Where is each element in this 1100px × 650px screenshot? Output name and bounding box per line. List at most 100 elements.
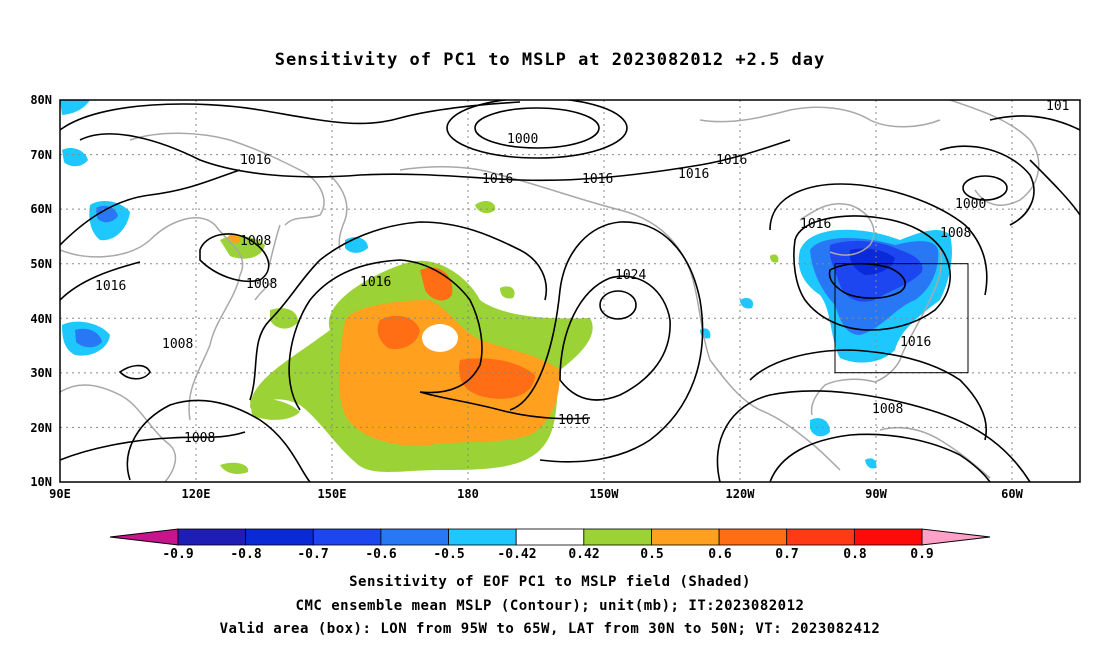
colorbar-swatch	[853, 528, 923, 546]
contour-labels: 1000 1016 1016 1016 1016 1016 1008 1008 …	[95, 99, 1069, 446]
grid-lines	[60, 100, 1080, 482]
contour-label: 1016	[240, 153, 271, 168]
negative-shading-cyan	[345, 237, 368, 253]
colorbar-swatch	[312, 528, 382, 546]
colorbar-label: -0.8	[230, 547, 261, 562]
contour-label: 1016	[900, 335, 931, 350]
contour-label: 1024	[615, 268, 646, 283]
colorbar-label: -0.42	[497, 547, 536, 562]
positive-shading-green	[500, 286, 515, 299]
lon-label: 120E	[182, 487, 211, 501]
contour-line	[419, 391, 591, 420]
colorbar-swatch	[380, 528, 449, 546]
lat-label: 80N	[30, 93, 52, 107]
plot-frame	[59, 99, 1081, 483]
contour-label: 1016	[800, 217, 831, 232]
contour-line	[60, 431, 246, 461]
lat-label: 10N	[30, 475, 52, 489]
colorbar-swatch	[583, 528, 652, 546]
contour-label: 1016	[582, 172, 613, 187]
positive-shading-orange	[228, 234, 241, 244]
map-title: Sensitivity of PC1 to MSLP at 2023082012…	[274, 50, 826, 70]
contour-line	[474, 107, 600, 149]
contour-line	[126, 399, 311, 482]
negative-shading-cyan	[700, 328, 711, 339]
contour-line	[599, 290, 637, 320]
contour-label: 1008	[240, 234, 271, 249]
colorbar-arrow-right	[921, 528, 991, 546]
contour-label: 1016	[716, 153, 747, 168]
contour-label: 1008	[940, 226, 971, 241]
colorbar-label: -0.6	[365, 547, 396, 562]
lat-label: 40N	[30, 312, 52, 326]
gulf-coastline	[810, 378, 876, 416]
contour-line	[989, 115, 1080, 131]
north-america-coastline	[709, 359, 841, 471]
lat-label: 60N	[30, 202, 52, 216]
colorbar-label: 0.7	[775, 547, 798, 562]
lon-label: 180	[457, 487, 479, 501]
contour-label: 1008	[872, 402, 903, 417]
contour-label: 101	[1046, 99, 1069, 114]
contour-line	[769, 433, 991, 482]
contour-line	[249, 221, 547, 401]
contour-label: 1000	[955, 197, 986, 212]
colorbar-swatch	[515, 528, 585, 546]
contour-line	[769, 183, 988, 296]
lat-label: 70N	[30, 148, 52, 162]
lat-label: 20N	[30, 421, 52, 435]
negative-shading-navy	[849, 248, 895, 275]
colorbar-swatch	[651, 528, 720, 546]
lon-label: 150W	[590, 487, 620, 501]
positive-shading-green	[770, 254, 779, 263]
positive-shading-green	[250, 398, 300, 420]
contour-label: 1016	[678, 167, 709, 182]
positive-shading-green	[475, 200, 496, 214]
colorbar-swatch	[245, 528, 314, 546]
positive-shading-green	[220, 462, 249, 474]
lat-label: 30N	[30, 366, 52, 380]
positive-shading-darkorange	[377, 315, 420, 350]
hudson-coastline	[799, 203, 875, 256]
lon-label: 90W	[865, 487, 887, 501]
longitude-labels: 90E 120E 150E 180 150W 120W 90W 60W	[49, 487, 1023, 501]
mslp-contours	[60, 100, 1080, 482]
asia-coastline	[129, 132, 325, 226]
colorbar-arrow-left	[109, 528, 179, 546]
contour-line	[60, 101, 521, 131]
contour-label: 1016	[482, 172, 513, 187]
contour-label: 1000	[507, 132, 538, 147]
kamchatka-coastline	[329, 174, 348, 251]
valid-area-box	[834, 263, 969, 374]
colorbar-swatch	[718, 528, 788, 546]
colorbar-label: 0.8	[843, 547, 867, 562]
contour-label: 1008	[246, 277, 277, 292]
contour-label: 1016	[360, 275, 391, 290]
contour-line	[559, 275, 671, 401]
colorbar-label: 0.9	[910, 547, 933, 562]
contour-label: 1016	[558, 413, 589, 428]
negative-shading-cyan	[60, 100, 90, 115]
colorbar: -0.9 -0.8 -0.7 -0.6 -0.5 -0.42 0.42 0.5 …	[109, 528, 991, 562]
contour-line	[199, 233, 270, 283]
contour-line	[60, 261, 141, 301]
colorbar-label: 0.5	[640, 547, 663, 562]
caribbean-coastline	[879, 426, 991, 479]
colorbar-swatch	[448, 528, 517, 546]
lon-label: 60W	[1001, 487, 1023, 501]
colorbar-swatch	[786, 528, 855, 546]
lat-label: 50N	[30, 257, 52, 271]
contour-line	[60, 169, 241, 246]
positive-shading-hole	[422, 324, 458, 352]
contour-label: 1008	[184, 431, 215, 446]
colorbar-label: -0.9	[162, 547, 193, 562]
colorbar-label: 0.42	[568, 547, 599, 562]
contour-line	[509, 221, 704, 463]
alaska-coastline	[399, 166, 711, 361]
contour-line	[749, 349, 987, 441]
lon-label: 90E	[49, 487, 71, 501]
contour-line	[962, 175, 1008, 201]
contour-label: 1016	[95, 279, 126, 294]
arctic-coastline	[699, 106, 941, 128]
